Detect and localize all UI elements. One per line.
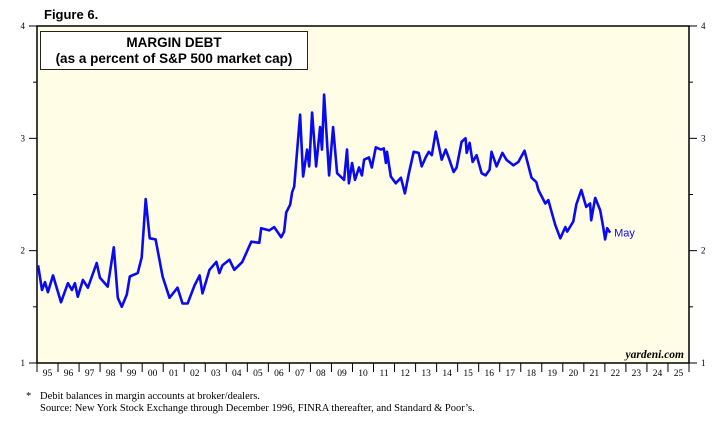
x-tick-label: 98 bbox=[106, 369, 116, 379]
x-tick-label: 12 bbox=[400, 369, 410, 379]
x-tick-label: 22 bbox=[611, 369, 621, 379]
x-tick-label: 13 bbox=[421, 369, 431, 379]
chart-title: MARGIN DEBT bbox=[126, 35, 222, 50]
chart-subtitle: (as a percent of S&P 500 market cap) bbox=[55, 51, 293, 66]
annotation-may: May bbox=[614, 228, 635, 240]
x-tick-label: 23 bbox=[632, 369, 642, 379]
x-tick-label: 01 bbox=[169, 369, 179, 379]
x-tick-label: 09 bbox=[337, 369, 347, 379]
x-tick-label: 15 bbox=[463, 369, 473, 379]
x-tick-label: 14 bbox=[442, 369, 452, 379]
y-tick-label-right: 3 bbox=[701, 133, 706, 143]
footnotes: * Debit balances in margin accounts at b… bbox=[26, 391, 475, 415]
figure-label: Figure 6. bbox=[44, 7, 99, 22]
x-tick-label: 99 bbox=[127, 369, 137, 379]
watermark-yardeni: yardeni.com bbox=[624, 349, 685, 361]
y-tick-label-right: 1 bbox=[701, 358, 706, 368]
x-tick-label: 18 bbox=[527, 369, 537, 379]
source-text: Source: New York Stock Exchange through … bbox=[40, 403, 475, 414]
x-tick-label: 04 bbox=[232, 369, 242, 379]
x-tick-label: 97 bbox=[85, 369, 95, 379]
x-tick-label: 00 bbox=[148, 369, 158, 379]
x-tick-label: 03 bbox=[211, 369, 221, 379]
footnote-marker: * bbox=[26, 391, 32, 402]
x-tick-label: 08 bbox=[316, 369, 326, 379]
x-tick-label: 25 bbox=[674, 369, 684, 379]
y-tick-label-right: 2 bbox=[701, 246, 706, 256]
y-tick-label-left: 4 bbox=[21, 21, 26, 31]
x-tick-label: 07 bbox=[295, 369, 305, 379]
x-tick-label: 06 bbox=[274, 369, 284, 379]
y-tick-label-left: 1 bbox=[21, 358, 26, 368]
x-tick-label: 05 bbox=[253, 369, 263, 379]
x-tick-label: 10 bbox=[358, 369, 368, 379]
plot-area bbox=[36, 25, 690, 364]
x-tick-label: 02 bbox=[190, 369, 200, 379]
x-tick-label: 19 bbox=[548, 369, 558, 379]
x-tick-label: 17 bbox=[505, 369, 515, 379]
x-tick-label: 21 bbox=[590, 369, 600, 379]
x-tick-label: 95 bbox=[43, 369, 53, 379]
y-tick-label-left: 2 bbox=[21, 246, 26, 256]
y-tick-label-left: 3 bbox=[21, 133, 26, 143]
chart-title-box: MARGIN DEBT (as a percent of S&P 500 mar… bbox=[40, 31, 308, 70]
x-tick-label: 11 bbox=[379, 369, 388, 379]
x-tick-label: 20 bbox=[569, 369, 579, 379]
series-line-margin-debt bbox=[36, 93, 612, 309]
footnote-text: Debit balances in margin accounts at bro… bbox=[40, 391, 260, 402]
y-tick-label-right: 4 bbox=[701, 21, 706, 31]
x-tick-label: 16 bbox=[484, 369, 494, 379]
x-tick-label: 96 bbox=[64, 369, 74, 379]
x-tick-label: 24 bbox=[653, 369, 663, 379]
